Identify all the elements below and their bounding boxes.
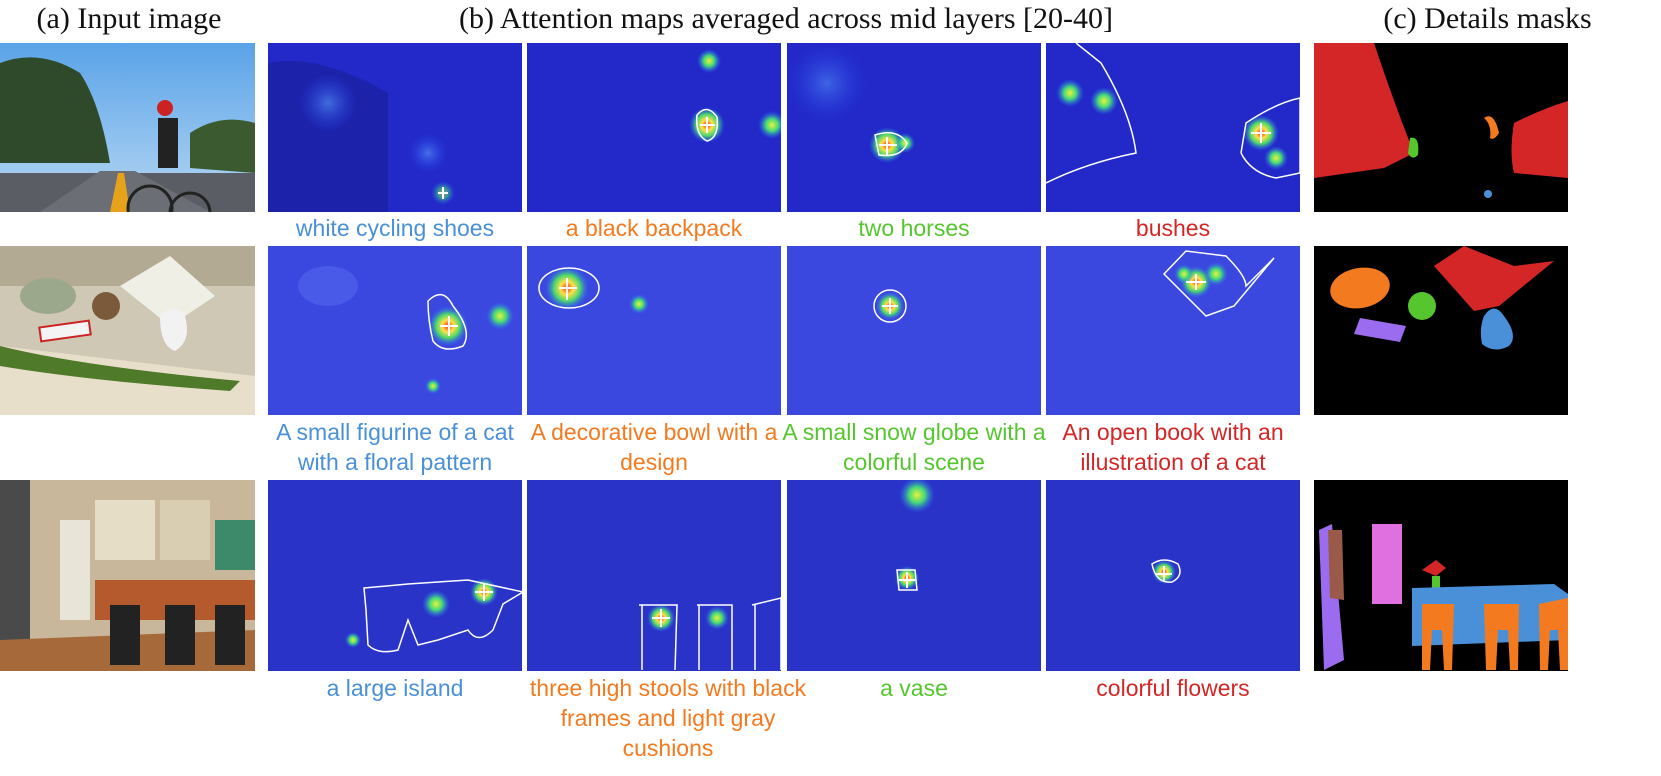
caption-white-cycling-shoes: white cycling shoes	[295, 215, 495, 241]
details-mask-row-2	[1314, 246, 1568, 415]
attention-map-colorful-flowers	[1046, 480, 1300, 671]
header-attention-maps: (b) Attention maps averaged across mid l…	[459, 2, 1113, 35]
attention-map-open-book	[1046, 246, 1300, 415]
attention-map-black-backpack	[527, 43, 781, 212]
attention-map-vase	[787, 480, 1041, 671]
details-mask-row-1	[1314, 43, 1568, 212]
caption-large-island: a large island	[326, 675, 464, 701]
input-image-table-objects	[0, 246, 255, 415]
attention-map-bushes	[1046, 43, 1300, 212]
caption-black-backpack: a black backpack	[565, 215, 743, 241]
caption-snow-globe: A small snow globe with a colorful scene	[782, 419, 1046, 475]
attention-map-large-island	[268, 480, 522, 671]
caption-high-stools: three high stools with black frames and …	[529, 675, 807, 761]
header-details-masks: (c) Details masks	[1383, 2, 1592, 35]
caption-bushes: bushes	[1135, 215, 1211, 241]
header-input-image: (a) Input image	[36, 2, 222, 35]
attention-map-white-cycling-shoes	[268, 43, 522, 212]
attention-map-decorative-bowl	[527, 246, 781, 415]
caption-colorful-flowers: colorful flowers	[1096, 675, 1250, 701]
caption-vase: a vase	[880, 675, 948, 701]
caption-cat-figurine: A small figurine of a cat with a floral …	[276, 419, 514, 475]
caption-open-book: An open book with an illustration of a c…	[1062, 419, 1284, 475]
attention-map-cat-figurine	[268, 246, 522, 415]
attention-map-snow-globe	[787, 246, 1041, 415]
input-image-kitchen	[0, 480, 255, 671]
input-image-road-cyclist	[0, 43, 255, 212]
details-mask-row-3	[1314, 480, 1568, 671]
attention-map-high-stools	[527, 480, 781, 671]
caption-decorative-bowl: A decorative bowl with a design	[530, 419, 778, 475]
caption-two-horses: two horses	[858, 215, 970, 241]
attention-map-two-horses	[787, 43, 1041, 212]
